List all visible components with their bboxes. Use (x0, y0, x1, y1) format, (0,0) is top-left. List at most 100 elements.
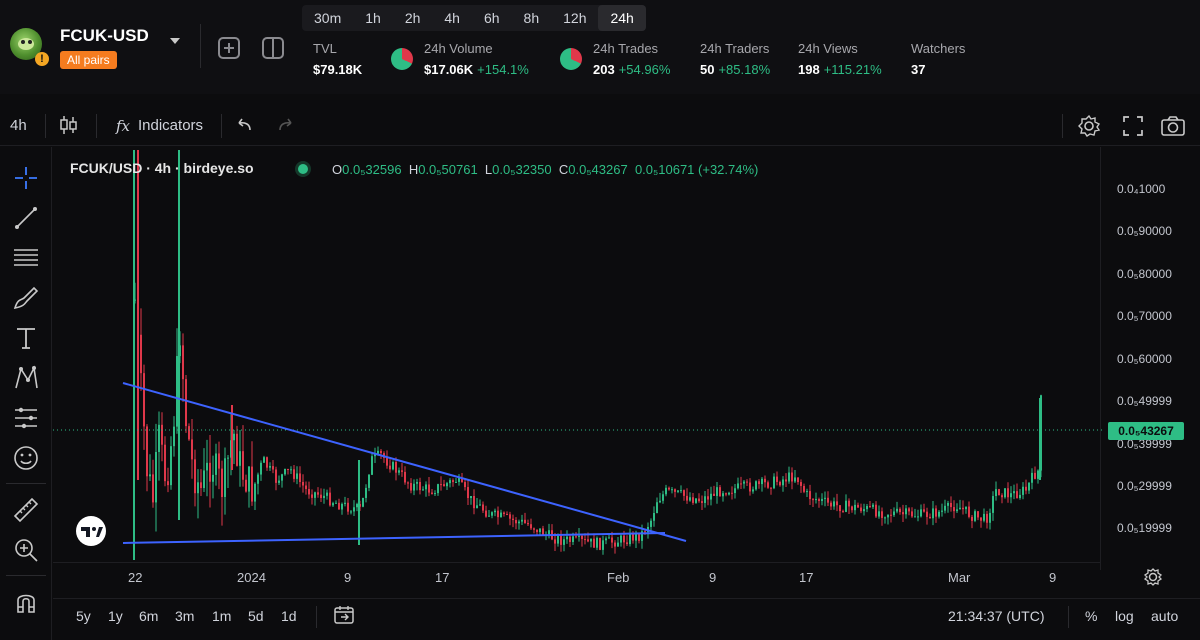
range-3m[interactable]: 3m (175, 608, 195, 624)
range-5y[interactable]: 5y (76, 608, 91, 624)
magnet-icon[interactable] (12, 588, 40, 616)
add-chart-icon[interactable] (218, 37, 240, 59)
candle-body (626, 542, 628, 545)
indicators-fx-icon[interactable]: fx (116, 117, 131, 135)
candles-icon[interactable] (58, 114, 80, 136)
axis-settings-icon[interactable] (1143, 567, 1163, 587)
tab-4h[interactable]: 4h (444, 10, 460, 26)
candle-body (458, 478, 460, 482)
low-label: L (484, 162, 493, 177)
high-label: H (408, 162, 419, 177)
candle-body (380, 450, 382, 454)
candle-body (287, 468, 289, 470)
buy-sell-pie-icon (560, 48, 582, 70)
candle-body (710, 493, 712, 500)
candle-body (260, 462, 262, 475)
candle-body (734, 488, 736, 494)
fullscreen-icon[interactable] (1122, 115, 1144, 137)
candle-body (302, 481, 304, 486)
candle-body (467, 487, 469, 499)
percent-toggle[interactable]: % (1085, 608, 1098, 624)
zoom-in-icon[interactable] (12, 536, 40, 564)
warning-icon[interactable]: ! (35, 52, 49, 66)
range-5d[interactable]: 5d (248, 608, 264, 624)
candle-body (569, 536, 571, 542)
candle-body (461, 478, 463, 483)
candle-body (848, 500, 850, 507)
tab-2h[interactable]: 2h (404, 10, 421, 26)
split-layout-icon[interactable] (262, 37, 284, 59)
range-1m[interactable]: 1m (212, 608, 232, 624)
pattern-tool-icon[interactable] (12, 364, 40, 392)
tab-8h[interactable]: 8h (523, 10, 540, 26)
indicators-button[interactable]: Indicators (138, 117, 204, 134)
candle-body (233, 433, 235, 441)
candle-body (731, 492, 733, 494)
horizontal-lines-icon[interactable] (12, 244, 40, 272)
tab-1h[interactable]: 1h (365, 10, 381, 26)
candle-body (713, 493, 715, 496)
candle-body (548, 530, 550, 535)
candle-body (413, 483, 415, 491)
crosshair-icon[interactable] (12, 164, 40, 192)
tab-6h[interactable]: 6h (483, 10, 500, 26)
tab-12h[interactable]: 12h (563, 10, 587, 26)
candle-body (761, 478, 763, 485)
candle-body (875, 504, 877, 517)
candle-body (614, 542, 616, 547)
ruler-icon[interactable] (12, 496, 40, 524)
candle-body (644, 531, 646, 533)
candle-body (815, 499, 817, 501)
text-tool-icon[interactable] (12, 324, 40, 352)
candle-body (854, 504, 856, 511)
candle-body (1004, 488, 1006, 498)
range-6m[interactable]: 6m (139, 608, 159, 624)
candle-body (893, 511, 895, 516)
candle-body (740, 483, 742, 485)
settings-gear-icon[interactable] (1078, 115, 1100, 137)
chevron-down-icon[interactable] (170, 38, 180, 44)
candle-body (764, 478, 766, 483)
utc-clock[interactable]: 21:34:37 (UTC) (948, 608, 1045, 624)
candle-body (146, 426, 148, 477)
auto-toggle[interactable]: auto (1151, 608, 1179, 624)
tradingview-logo-icon[interactable] (74, 516, 108, 546)
candle-body (566, 536, 568, 540)
range-1y[interactable]: 1y (108, 608, 123, 624)
undo-icon[interactable] (234, 116, 254, 134)
candle-body (536, 529, 538, 533)
candle-body (1022, 486, 1024, 495)
goto-date-icon[interactable] (333, 604, 355, 626)
candle-body (833, 501, 835, 507)
candle-body (881, 511, 883, 518)
forecast-tool-icon[interactable] (12, 404, 40, 432)
candle-body (278, 480, 280, 483)
stat-watchers: Watchers 37 (911, 41, 965, 77)
market-status-icon (298, 164, 308, 174)
emoji-icon[interactable] (12, 444, 40, 472)
candle-body (263, 457, 265, 463)
interval-selector[interactable]: 4h (10, 117, 27, 134)
candle-body (314, 492, 316, 498)
candle-body (389, 465, 391, 470)
tab-24h[interactable]: 24h (598, 5, 646, 31)
redo-icon[interactable] (276, 116, 296, 134)
range-1d[interactable]: 1d (281, 608, 297, 624)
candle-body (728, 492, 730, 495)
candle-body (704, 496, 706, 503)
stat-value: 37 (911, 62, 926, 77)
candle-body (725, 493, 727, 495)
camera-icon[interactable] (1160, 115, 1186, 137)
candle-body (176, 356, 178, 427)
brush-icon[interactable] (12, 284, 40, 312)
log-toggle[interactable]: log (1115, 608, 1134, 624)
change-value: 0.0₅10671 (+32.74%) (634, 162, 759, 177)
ohlc-readout: O0.0₅32596 H0.0₅50761 L0.0₅32350 C0.0₅43… (332, 162, 758, 177)
trend-line-icon[interactable] (12, 204, 40, 232)
candle-body (959, 507, 961, 510)
tab-30m[interactable]: 30m (314, 10, 342, 26)
price-chart[interactable] (53, 147, 1200, 597)
candle-body (944, 505, 946, 511)
candle-body (695, 498, 697, 503)
all-pairs-badge[interactable]: All pairs (60, 51, 117, 69)
